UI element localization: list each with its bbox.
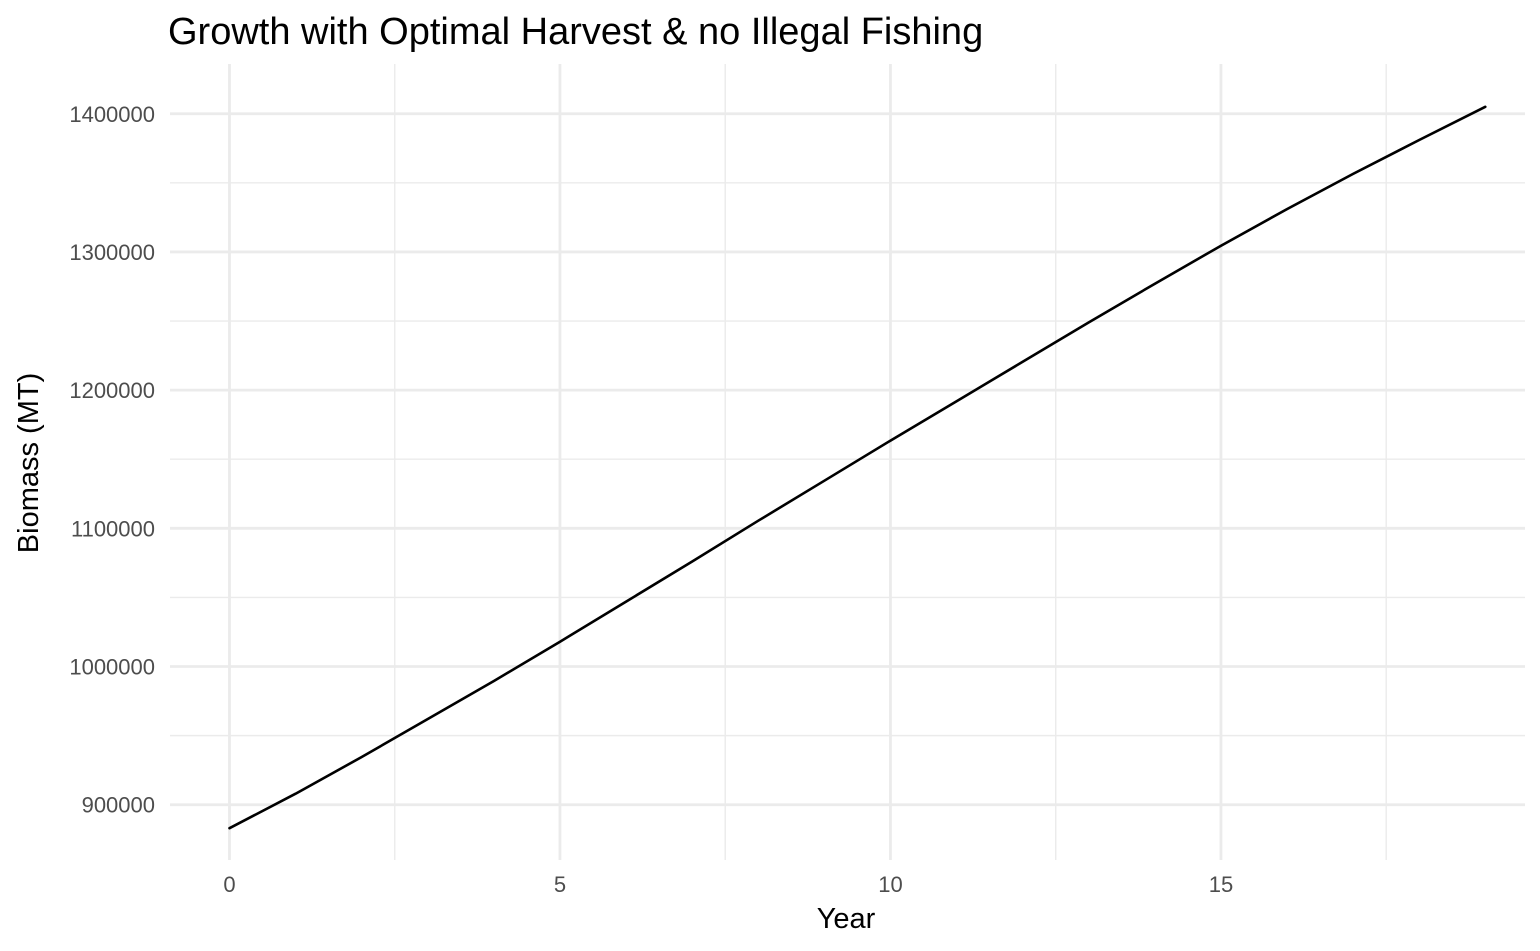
x-tick-label: 10 <box>878 872 902 897</box>
x-axis-ticks: 0 5 10 15 <box>223 872 1233 897</box>
x-tick-label: 0 <box>223 872 235 897</box>
x-tick-label: 5 <box>554 872 566 897</box>
chart-title: Growth with Optimal Harvest & no Illegal… <box>168 11 983 53</box>
y-tick-label: 900000 <box>82 793 155 818</box>
y-axis-title: Biomass (MT) <box>13 373 45 553</box>
y-tick-label: 1400000 <box>69 102 155 127</box>
y-tick-label: 1000000 <box>69 655 155 680</box>
y-tick-label: 1200000 <box>69 378 155 403</box>
y-tick-label: 1300000 <box>69 240 155 265</box>
series-layer <box>228 105 1487 830</box>
x-tick-label: 15 <box>1209 872 1233 897</box>
series-line <box>228 105 1487 830</box>
x-axis-title: Year <box>817 903 876 935</box>
grid-lines <box>170 64 1525 860</box>
y-axis-ticks: 900000 1000000 1100000 1200000 1300000 140000… <box>69 102 155 818</box>
y-tick-label: 1100000 <box>71 516 155 541</box>
